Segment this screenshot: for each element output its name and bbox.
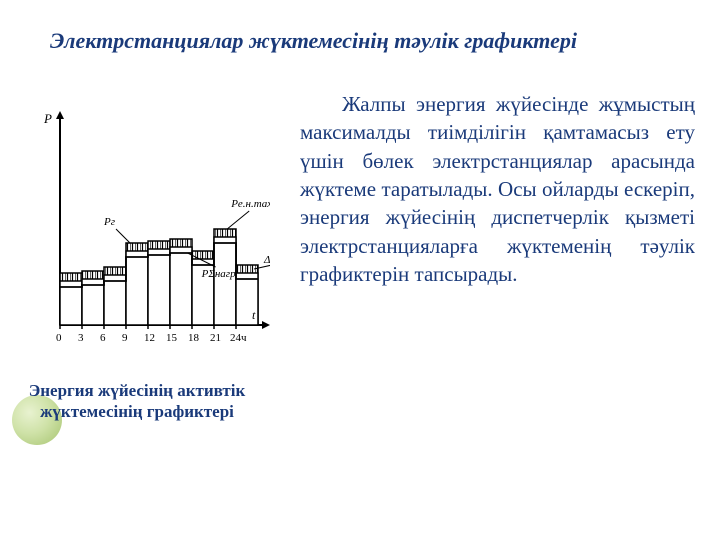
svg-text:P: P <box>43 111 52 126</box>
svg-text:6: 6 <box>100 332 106 344</box>
svg-text:15: 15 <box>166 332 178 344</box>
svg-text:12: 12 <box>144 332 155 344</box>
svg-text:0: 0 <box>56 332 62 344</box>
body-paragraph: Жалпы энергия жүйесінде жұмыстың максима… <box>300 90 695 288</box>
svg-text:Pе.н.max: Pе.н.max <box>230 198 270 210</box>
page-title: Электрстанциялар жүктемесінің тәулік гра… <box>50 28 690 54</box>
svg-text:ΔPp: ΔPp <box>263 254 270 266</box>
svg-text:9: 9 <box>122 332 128 344</box>
svg-text:Pг: Pг <box>103 216 116 228</box>
svg-text:18: 18 <box>188 332 200 344</box>
svg-text:PΣнагр: PΣнагр <box>201 268 237 280</box>
svg-text:21: 21 <box>210 332 221 344</box>
svg-text:3: 3 <box>78 332 84 344</box>
svg-text:24ч: 24ч <box>230 332 247 344</box>
chart-caption: Энергия жүйесінің активтік жүктемесінің … <box>22 380 252 423</box>
load-chart: P03691215182124чtPе.н.maxPгΔPpPΣнагр <box>30 105 270 355</box>
